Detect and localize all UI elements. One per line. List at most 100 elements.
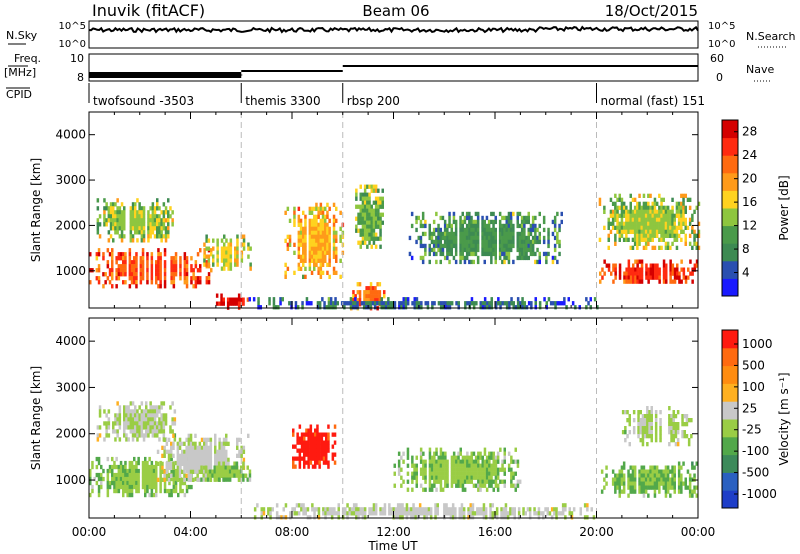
data-cell [158, 226, 161, 231]
data-cell [156, 477, 160, 482]
data-cell [179, 268, 182, 273]
data-cell [633, 237, 637, 242]
data-cell [363, 192, 367, 197]
data-cell [653, 481, 657, 486]
data-cell [246, 477, 249, 482]
data-cell [600, 469, 604, 474]
data-cell [655, 485, 659, 490]
data-cell [474, 227, 478, 233]
data-cell [488, 451, 491, 456]
data-cell [620, 201, 624, 206]
data-cell [674, 414, 678, 419]
data-cell [531, 251, 535, 257]
data-cell [665, 275, 668, 280]
data-cell [586, 515, 589, 520]
data-cell [512, 301, 515, 306]
data-cell [95, 252, 99, 257]
data-cell [158, 429, 161, 434]
data-cell [461, 231, 464, 237]
data-cell [328, 274, 331, 279]
data-cell [124, 468, 127, 474]
data-cell [419, 235, 423, 241]
data-cell [383, 290, 386, 295]
data-cell [170, 465, 173, 470]
data-cell [372, 216, 376, 221]
data-cell [446, 479, 449, 484]
data-cell [459, 467, 462, 472]
data-cell [194, 453, 197, 458]
data-cell [417, 235, 420, 241]
data-cell [468, 251, 471, 257]
data-cell [155, 484, 158, 490]
data-cell [109, 214, 113, 219]
nave-dot [227, 73, 229, 75]
data-cell [210, 268, 213, 273]
data-cell [117, 488, 121, 494]
data-cell [641, 418, 645, 423]
data-cell [236, 258, 239, 263]
data-cell [311, 464, 315, 469]
data-cell [648, 414, 651, 419]
data-cell [664, 241, 668, 246]
data-cell [377, 208, 380, 213]
data-cell [435, 211, 438, 217]
colorbar-swatch [722, 330, 738, 349]
data-cell [196, 453, 199, 458]
data-cell [310, 234, 314, 239]
data-cell [649, 271, 653, 276]
data-cell [565, 305, 568, 310]
x-tick-label: 08:00 [275, 525, 310, 539]
data-cell [317, 222, 320, 227]
colorbar-swatch [722, 419, 738, 438]
data-cell [641, 422, 645, 427]
data-cell [296, 456, 299, 461]
data-cell [542, 515, 545, 520]
data-cell [424, 223, 427, 229]
data-cell [664, 465, 668, 470]
data-cell [179, 484, 182, 490]
data-cell [122, 476, 125, 482]
data-cell [454, 227, 458, 233]
data-cell [119, 476, 123, 482]
data-cell [322, 460, 326, 465]
data-cell [640, 279, 644, 284]
data-cell [470, 467, 473, 472]
data-cell [419, 219, 423, 225]
data-cell [654, 267, 657, 272]
data-cell [688, 241, 692, 246]
data-cell [196, 252, 200, 257]
data-cell [117, 268, 121, 273]
data-cell [459, 459, 462, 464]
data-cell [437, 223, 440, 229]
data-cell [148, 476, 151, 482]
data-cell [457, 301, 460, 306]
data-cell [662, 225, 665, 230]
data-cell [444, 479, 447, 484]
data-cell [660, 213, 663, 218]
data-cell [183, 260, 187, 265]
data-cell [664, 473, 668, 478]
data-cell [200, 477, 203, 482]
data-cell [149, 425, 152, 430]
data-cell [194, 449, 197, 454]
data-cell [163, 449, 166, 454]
data-cell [444, 455, 447, 460]
data-cell [479, 455, 482, 460]
data-cell [302, 274, 305, 279]
data-cell [545, 259, 548, 265]
data-cell [200, 457, 204, 462]
data-cell [451, 503, 455, 508]
data-cell [320, 456, 324, 461]
data-cell [189, 453, 193, 458]
data-cell [607, 237, 610, 242]
data-cell [443, 511, 446, 516]
data-cell [668, 414, 671, 419]
data-cell [256, 503, 259, 508]
colorbar-swatch [722, 347, 738, 367]
data-cell [297, 511, 301, 516]
data-cell [497, 297, 500, 302]
data-cell [448, 247, 451, 253]
data-cell [156, 206, 159, 211]
data-cell [354, 305, 357, 310]
data-cell [118, 417, 122, 422]
